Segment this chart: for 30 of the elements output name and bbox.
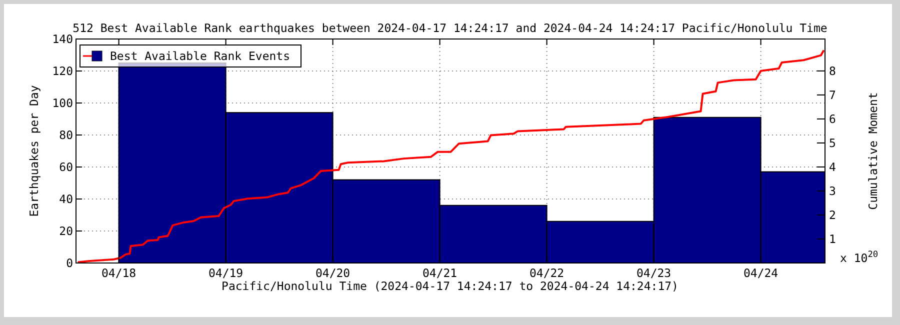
y-tick-label: 20 (59, 224, 74, 238)
x-tick-label: 04/24 (743, 266, 778, 280)
text: x 10$^{20}$ (840, 250, 878, 265)
y-tick-label: 100 (52, 96, 74, 110)
y2-tick-label: 4 (829, 160, 836, 174)
y2-tick-label: 1 (829, 232, 836, 246)
y2-tick-label: 2 (829, 208, 836, 222)
y-tick-label: 0 (66, 256, 74, 270)
y2-tick-label: 5 (829, 136, 836, 150)
y-tick-label: 60 (59, 160, 74, 174)
y-tick-label: 120 (52, 64, 74, 78)
x-tick-label: 04/19 (208, 266, 244, 280)
y2-tick-label: 3 (829, 184, 836, 198)
x-tick-label: 04/22 (529, 266, 564, 280)
y-tick-label: 40 (59, 192, 74, 206)
x-tick-label: 04/21 (422, 266, 458, 280)
chart-title: 512 Best Available Rank earthquakes between 2024-04-17 14:24:17 and 2024-04-24 14:24:17 Pacific/Honolulu Time (72, 21, 828, 35)
y-axis-title: Earthquakes per Day (27, 85, 41, 217)
y2-axis-title: Cumulative Moment (866, 92, 880, 210)
x-tick-label: 04/23 (636, 266, 672, 280)
x-tick-label: 04/18 (101, 266, 136, 280)
y-tick-label: 80 (59, 128, 74, 142)
y2-tick-label: 7 (829, 88, 836, 102)
x-tick-label: 04/20 (315, 266, 350, 280)
legend-label: Best Available Rank Events (110, 49, 290, 63)
y2-tick-label: 8 (829, 64, 836, 78)
x-axis-title: Pacific/Honolulu Time (2024-04-17 14:24:17 to 2024-04-24 14:24:17) (222, 279, 678, 293)
line-series (76, 49, 825, 264)
y2-tick-label: 6 (829, 112, 836, 126)
y-tick-label: 140 (52, 32, 74, 46)
